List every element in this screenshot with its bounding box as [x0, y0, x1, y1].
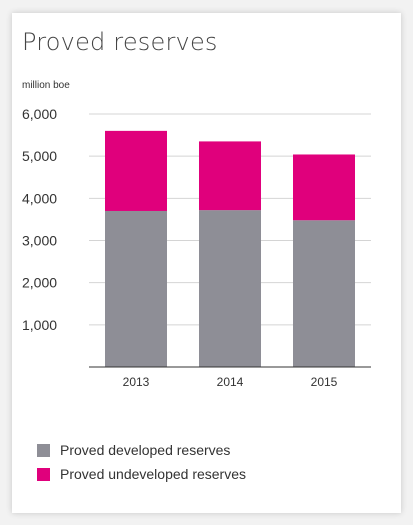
y-tick-label: 5,000: [22, 148, 57, 164]
y-tick-label: 2,000: [22, 275, 57, 291]
y-axis-unit-label: million boe: [22, 80, 70, 91]
bar-proved-developed-2015: [293, 220, 355, 367]
legend-label-proved-undeveloped: Proved undeveloped reserves: [60, 466, 247, 482]
bar-proved-undeveloped-2014: [199, 141, 261, 211]
bar-proved-developed-2013: [105, 210, 167, 367]
legend-label-proved-developed: Proved developed reserves: [60, 442, 231, 458]
bar-proved-developed-2014: [199, 210, 261, 367]
bar-proved-undeveloped-2015: [293, 154, 355, 221]
legend-swatch-proved-developed: [37, 443, 50, 457]
y-tick-label: 4,000: [22, 190, 57, 206]
y-tick-label: 1,000: [22, 317, 57, 333]
x-tick-label: 2013: [123, 375, 150, 389]
legend-swatch-proved-undeveloped: [37, 467, 50, 481]
y-tick-label: 3,000: [22, 233, 57, 249]
legend-item-proved-developed: Proved developed reserves: [37, 438, 246, 462]
chart-title: Proved reserves: [22, 28, 218, 56]
y-tick-label: 6,000: [22, 106, 57, 122]
x-tick-label: 2014: [217, 375, 244, 389]
legend-item-proved-undeveloped: Proved undeveloped reserves: [37, 462, 246, 486]
chart-legend: Proved developed reserves Proved undevel…: [37, 438, 246, 486]
bar-proved-undeveloped-2013: [105, 130, 167, 211]
x-tick-label: 2015: [311, 375, 338, 389]
